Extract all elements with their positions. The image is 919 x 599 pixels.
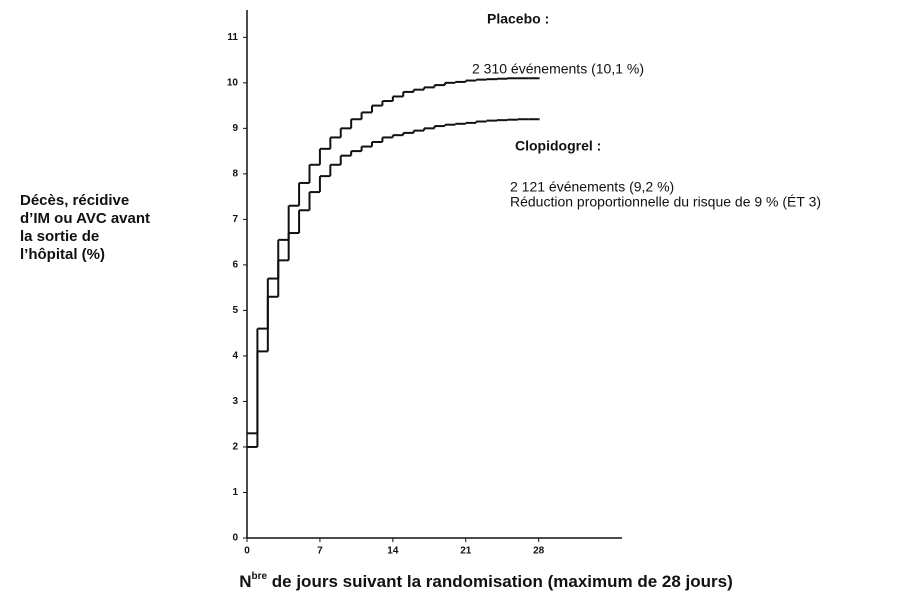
y-tick-label: 5 xyxy=(232,305,238,316)
y-tick-label: 7 xyxy=(232,214,238,225)
series-label: Placebo : xyxy=(487,11,549,27)
x-tick-label: 28 xyxy=(533,546,545,557)
y-tick-label: 9 xyxy=(232,123,238,134)
x-tick-label: 21 xyxy=(460,546,472,557)
y-tick-label: 3 xyxy=(232,396,238,407)
x-label-main: N xyxy=(239,572,251,591)
y-axis-label: la sortie de xyxy=(20,228,99,245)
y-tick-label: 4 xyxy=(232,351,238,362)
y-tick-label: 11 xyxy=(227,32,238,43)
series-note: 2 310 événements (10,1 %) xyxy=(472,61,644,77)
y-tick-label: 6 xyxy=(232,260,238,271)
x-axis-label: Nbre de jours suivant la randomisation (… xyxy=(239,571,733,592)
x-tick-label: 14 xyxy=(387,546,399,557)
y-axis-label: Décès, récidive xyxy=(20,192,129,209)
y-tick-label: 1 xyxy=(232,487,238,498)
x-label-sup: bre xyxy=(251,571,267,582)
series-note: Réduction proportionnelle du risque de 9… xyxy=(510,194,821,210)
y-tick-label: 2 xyxy=(232,442,238,453)
y-tick-label: 8 xyxy=(232,169,238,180)
y-axis-label: d’IM ou AVC avant xyxy=(20,210,150,227)
series-label: Clopidogrel : xyxy=(515,138,601,154)
x-tick-label: 0 xyxy=(244,546,250,557)
y-tick-label: 10 xyxy=(227,77,239,88)
series-note: 2 121 événements (9,2 %) xyxy=(510,179,674,195)
y-axis-label: l’hôpital (%) xyxy=(20,246,105,263)
x-label-rest: de jours suivant la randomisation (maxim… xyxy=(267,572,733,591)
x-tick-label: 7 xyxy=(317,546,323,557)
y-tick-label: 0 xyxy=(232,533,238,544)
